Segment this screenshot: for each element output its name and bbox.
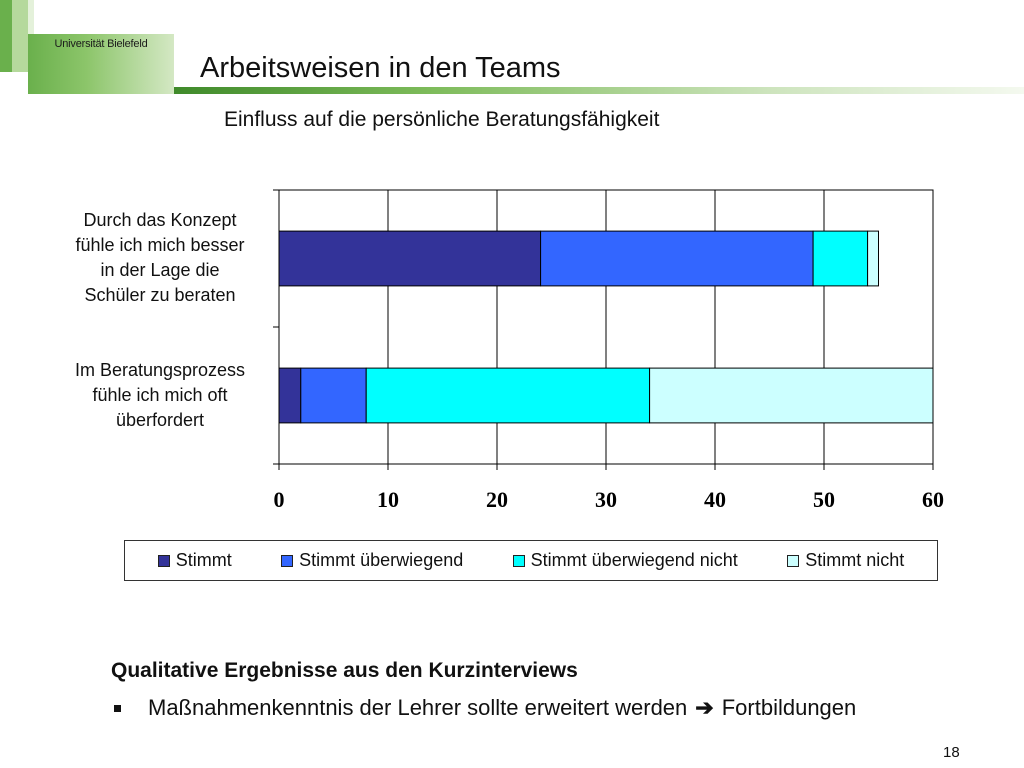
legend-label: Stimmt überwiegend xyxy=(299,550,464,570)
category-label-line: Durch das Konzept xyxy=(83,210,237,230)
x-tick-label: 20 xyxy=(486,487,508,512)
legend-swatch xyxy=(787,554,800,567)
bar-segment xyxy=(300,367,367,424)
bar-segment xyxy=(365,367,651,424)
category-label-line: in der Lage die xyxy=(100,260,220,280)
header-decoration xyxy=(0,0,12,72)
bullet-marker xyxy=(114,704,121,712)
bar-segment xyxy=(867,230,879,287)
bar-segment xyxy=(278,230,542,287)
legend-item-stimmt-ueberwiegend: Stimmt überwiegend xyxy=(281,550,463,571)
category-label-line: überfordert xyxy=(115,410,205,430)
chart-title: Einfluss auf die persönliche Beratungsfä… xyxy=(224,108,660,131)
legend-label: Stimmt nicht xyxy=(805,550,905,570)
header-decoration xyxy=(28,0,34,34)
bar-segment xyxy=(278,367,302,424)
legend-item-stimmt-ueberwiegend-nicht: Stimmt überwiegend nicht xyxy=(512,550,738,571)
bullet-item: Maßnahmenkenntnis der Lehrer sollte erwe… xyxy=(111,695,856,721)
bar-segment xyxy=(649,367,934,424)
legend-item-stimmt: Stimmt xyxy=(157,550,232,571)
header-divider xyxy=(174,87,1024,94)
stacked-bar-chart: 0 10 20 30 40 50 60 xyxy=(273,189,944,512)
arrow-right-icon: ➔ xyxy=(695,695,714,720)
x-tick-label: 0 xyxy=(274,487,285,512)
x-tick-label: 50 xyxy=(813,487,835,512)
logo-block xyxy=(28,34,174,94)
university-logo-text: Universität Bielefeld xyxy=(54,38,148,50)
category-label-line: Schüler zu beraten xyxy=(84,285,236,305)
page-title: Arbeitsweisen in den Teams xyxy=(200,52,561,84)
legend-label: Stimmt xyxy=(175,550,232,570)
bullet-text: Maßnahmenkenntnis der Lehrer sollte erwe… xyxy=(148,695,688,720)
x-tick-label: 30 xyxy=(595,487,617,512)
bar-segment xyxy=(540,230,814,287)
category-label-line: fühle ich mich oft xyxy=(92,385,228,405)
category-label-line: Im Beratungsprozess xyxy=(74,360,246,380)
x-tick-label: 40 xyxy=(704,487,726,512)
category-label: Im Beratungsprozess fühle ich mich oft ü… xyxy=(45,358,275,433)
legend-swatch xyxy=(281,554,294,567)
legend-item-stimmt-nicht: Stimmt nicht xyxy=(787,550,904,571)
category-label-line: fühle ich mich besser xyxy=(75,235,245,255)
x-tick-label: 60 xyxy=(922,487,944,512)
bullet-target: Fortbildungen xyxy=(721,695,857,720)
category-label: Durch das Konzept fühle ich mich besser … xyxy=(45,208,275,308)
page-number: 18 xyxy=(943,744,960,761)
legend-swatch xyxy=(512,554,525,567)
legend-swatch xyxy=(157,554,170,567)
x-tick-label: 10 xyxy=(377,487,399,512)
legend-label: Stimmt überwiegend nicht xyxy=(530,550,738,570)
section-heading: Qualitative Ergebnisse aus den Kurzinter… xyxy=(111,659,578,682)
header-decoration xyxy=(12,0,28,72)
chart-legend: Stimmt Stimmt überwiegend Stimmt überwie… xyxy=(124,540,938,581)
bar-segment xyxy=(812,230,869,287)
